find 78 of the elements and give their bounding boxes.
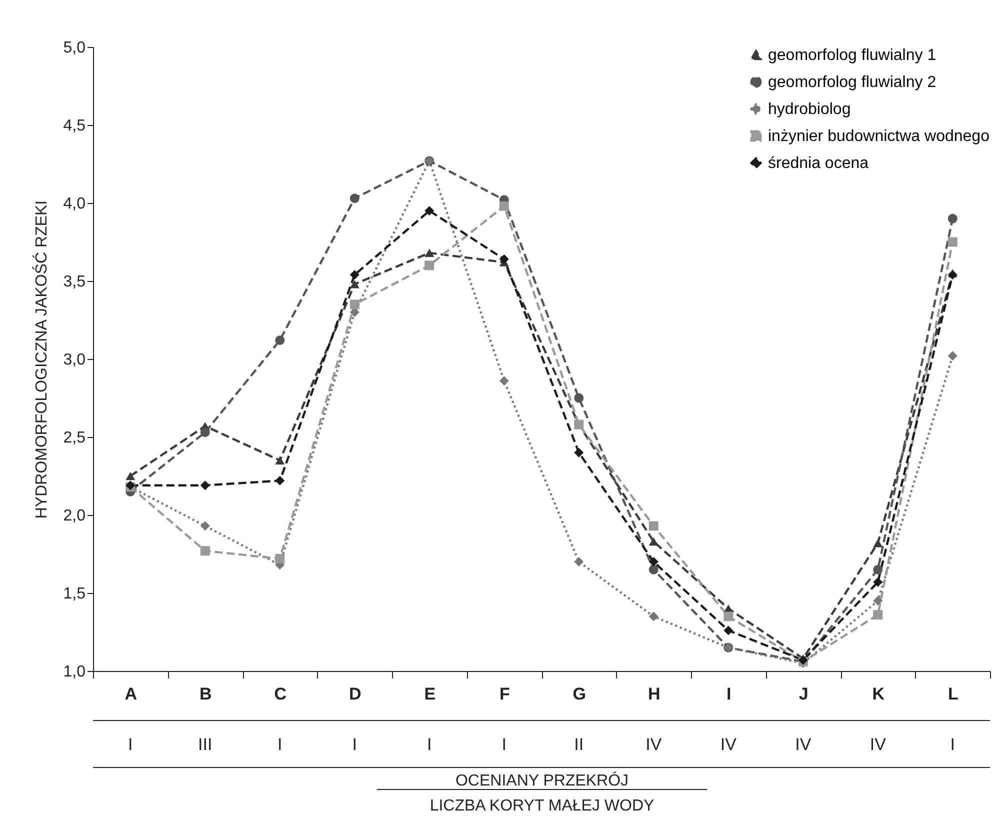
point bbox=[574, 448, 584, 458]
y-axis-title: HYDROMORFOLOGICZNA JAKOŚĆ RZEKI bbox=[31, 200, 50, 519]
x-tick-label: B bbox=[199, 684, 212, 704]
point bbox=[200, 521, 210, 531]
text: IV bbox=[720, 735, 738, 754]
point bbox=[648, 537, 658, 546]
text: I bbox=[502, 735, 506, 754]
point bbox=[350, 270, 360, 280]
point bbox=[873, 564, 883, 574]
point bbox=[424, 260, 434, 270]
point bbox=[424, 248, 434, 258]
point bbox=[873, 577, 883, 587]
text: I bbox=[128, 735, 133, 754]
x-tick-label: L bbox=[948, 684, 958, 704]
point bbox=[873, 610, 883, 620]
point bbox=[873, 596, 883, 606]
point bbox=[648, 557, 658, 567]
point bbox=[499, 201, 509, 211]
point bbox=[948, 237, 958, 247]
point bbox=[126, 472, 136, 480]
point bbox=[275, 476, 285, 486]
x-tick-label: I bbox=[726, 684, 732, 704]
y-tick-label: 3,5 bbox=[63, 274, 86, 290]
y-tick-label: 1,0 bbox=[63, 664, 86, 680]
x-tick-label: H bbox=[648, 684, 660, 704]
point bbox=[200, 480, 210, 490]
x-tick-label: J bbox=[798, 684, 808, 704]
point bbox=[648, 612, 658, 622]
point bbox=[948, 351, 958, 361]
point bbox=[350, 300, 360, 310]
legend-label: geomorfolog fluwialny 1 bbox=[768, 47, 936, 64]
point bbox=[424, 206, 434, 216]
x-tick-label: A bbox=[124, 684, 138, 704]
legend-label: średnia ocena bbox=[768, 155, 869, 172]
point bbox=[275, 456, 285, 465]
x-tick-label: F bbox=[499, 684, 510, 704]
x-tick-label: K bbox=[872, 684, 886, 704]
legend-label: hydrobiolog bbox=[768, 101, 851, 118]
x-tick-label: G bbox=[572, 684, 586, 704]
text: IV bbox=[870, 735, 887, 754]
text: IV bbox=[795, 735, 812, 754]
point bbox=[499, 376, 509, 386]
y-tick-label: 5,0 bbox=[63, 40, 86, 56]
y-tick-label: 1,5 bbox=[63, 586, 86, 602]
text: I bbox=[427, 735, 432, 754]
point bbox=[350, 194, 360, 204]
x-axis-title: OCENIANY PRZEKRÓJ LICZBA KORYT MAŁEJ WODY bbox=[430, 772, 654, 814]
point bbox=[275, 336, 285, 346]
text: I bbox=[352, 735, 357, 754]
x-tick-label: E bbox=[424, 684, 436, 704]
point bbox=[200, 428, 210, 438]
point bbox=[499, 254, 509, 264]
point bbox=[648, 521, 658, 531]
text: IV bbox=[646, 735, 662, 754]
point bbox=[873, 538, 883, 548]
y-tick-label: 2,5 bbox=[63, 430, 86, 446]
point bbox=[948, 214, 958, 224]
text: I bbox=[950, 735, 955, 754]
text: I bbox=[278, 735, 282, 754]
point bbox=[574, 393, 584, 403]
point bbox=[350, 280, 360, 288]
text: III bbox=[198, 735, 212, 754]
legend-label: inżynier budownictwa wodnego bbox=[768, 128, 990, 145]
point bbox=[275, 554, 285, 564]
y-tick-label: 4,0 bbox=[63, 196, 86, 212]
point bbox=[574, 557, 584, 567]
x-tick-label: C bbox=[274, 684, 287, 704]
point bbox=[648, 564, 658, 574]
x-tick-label: D bbox=[348, 684, 362, 704]
point bbox=[948, 270, 958, 280]
y-tick-label: 3,0 bbox=[63, 352, 86, 368]
point bbox=[200, 546, 210, 556]
point bbox=[724, 626, 734, 636]
text: II bbox=[574, 735, 584, 754]
y-tick-label: 4,5 bbox=[63, 118, 86, 134]
y-tick-label: 2,0 bbox=[63, 508, 86, 524]
point bbox=[724, 612, 734, 622]
legend-label: geomorfolog fluwialny 2 bbox=[768, 74, 936, 91]
